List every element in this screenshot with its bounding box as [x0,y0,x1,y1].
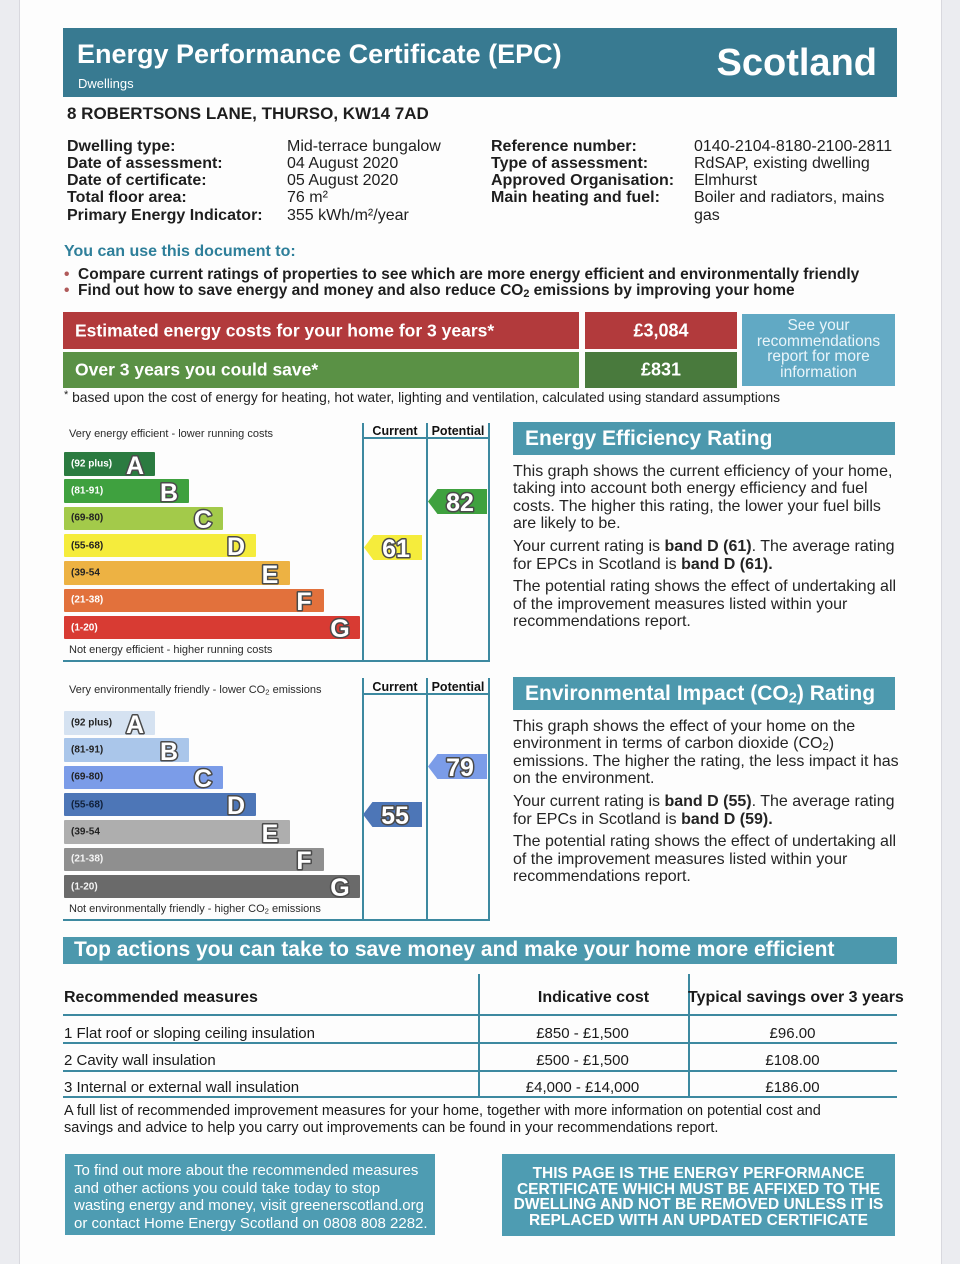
svg-text:D: D [227,792,245,820]
svg-text:D: D [227,533,245,561]
svg-text:E: E [262,561,279,589]
svg-text:G: G [330,874,349,902]
svg-text:E: E [262,820,279,848]
svg-text:C: C [194,506,212,534]
svg-text:C: C [194,765,212,793]
svg-text:B: B [160,479,178,507]
svg-text:55: 55 [381,802,409,830]
svg-text:G: G [330,615,349,643]
svg-text:F: F [296,847,311,875]
svg-text:79: 79 [446,754,474,782]
svg-text:82: 82 [446,489,474,517]
svg-text:61: 61 [382,535,410,563]
svg-text:F: F [296,588,311,616]
svg-text:A: A [126,711,144,739]
svg-text:B: B [160,738,178,766]
svg-text:A: A [126,452,144,480]
